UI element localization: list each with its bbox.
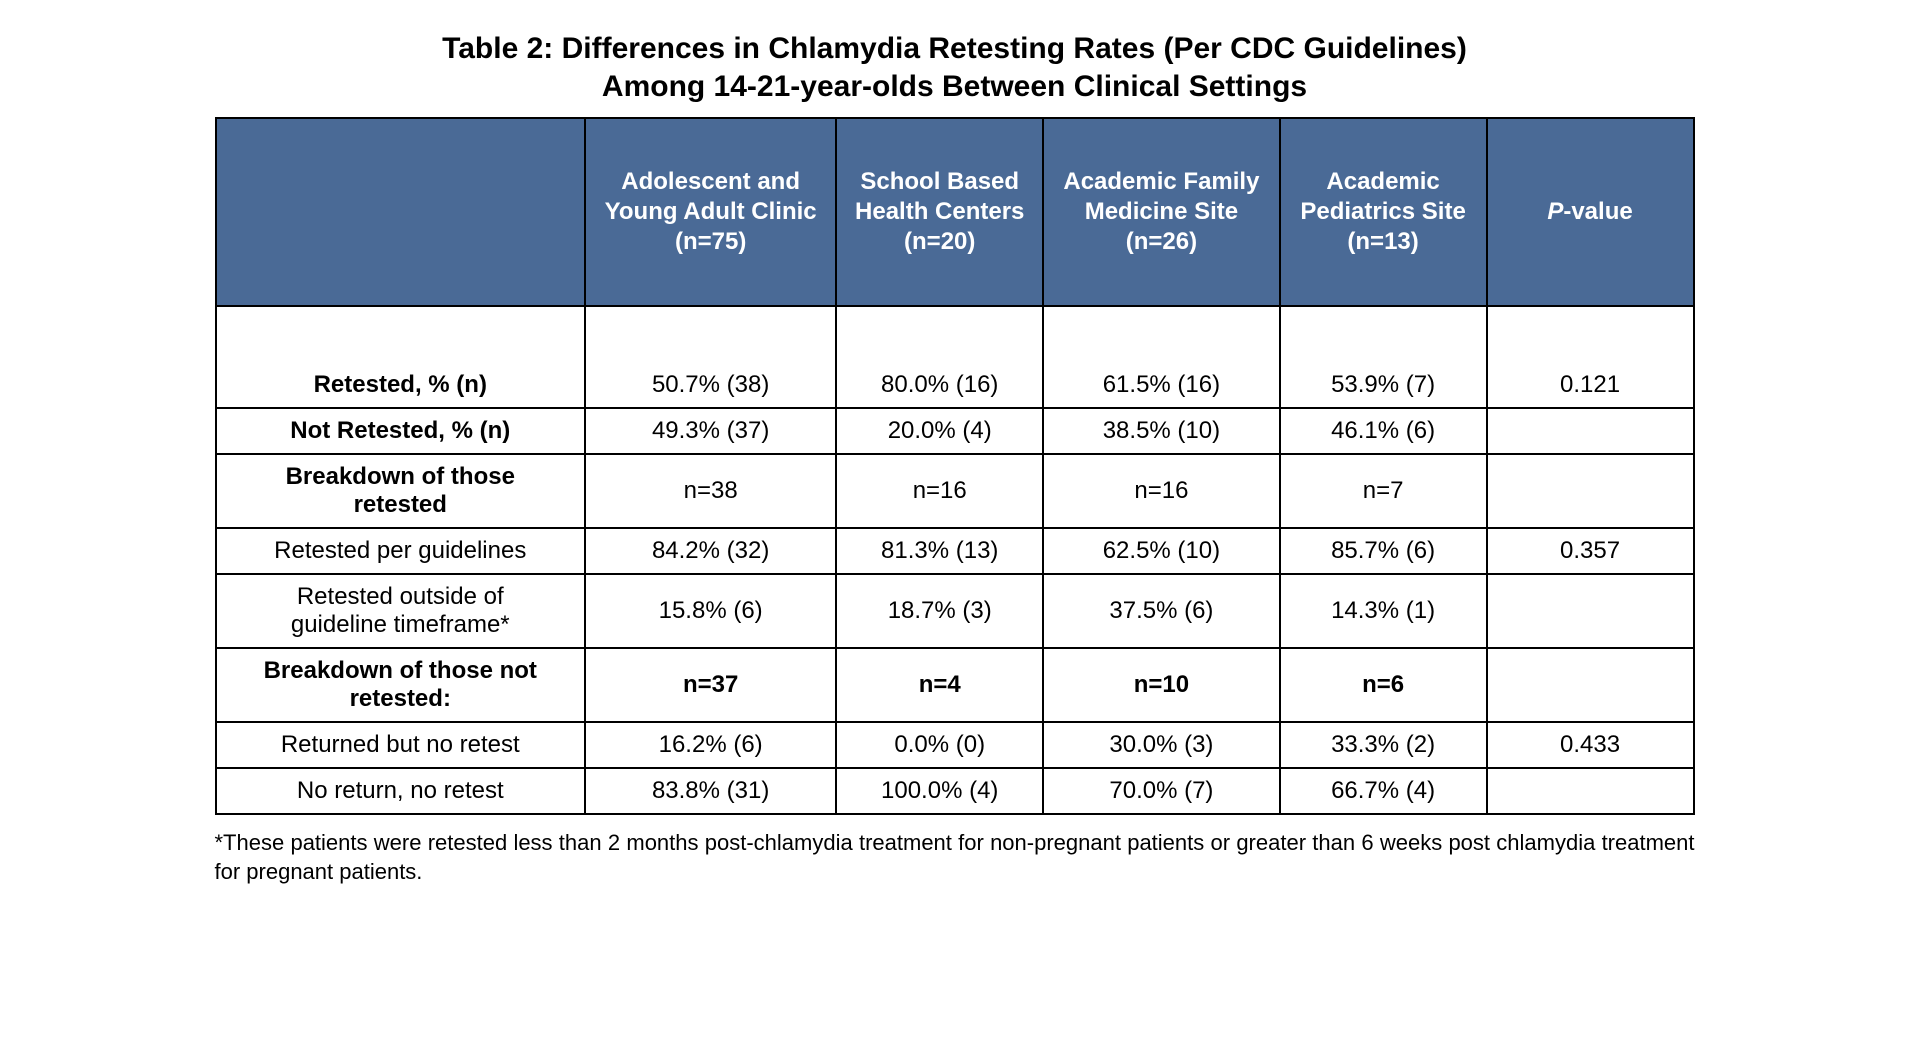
row-not-retested: Not Retested, % (n) 49.3% (37) 20.0% (4)… [216,408,1694,454]
cell-label: No return, no retest [216,768,586,814]
header-col4: Academic Pediatrics Site (n=13) [1280,118,1487,306]
row-retested: Retested, % (n) 50.7% (38) 80.0% (16) 61… [216,363,1694,408]
row-breakdown-retested: Breakdown of those retested n=38 n=16 n=… [216,454,1694,528]
cell-c2: 20.0% (4) [836,408,1043,454]
cell-p [1487,574,1694,648]
cell-c2: n=16 [836,454,1043,528]
cell-p [1487,768,1694,814]
cell-c3: 61.5% (16) [1043,363,1279,408]
cell-c2: 100.0% (4) [836,768,1043,814]
cell-c4: 14.3% (1) [1280,574,1487,648]
row-returned-no-retest: Returned but no retest 16.2% (6) 0.0% (0… [216,722,1694,768]
cell-c1: 83.8% (31) [585,768,836,814]
header-col3: Academic Family Medicine Site (n=26) [1043,118,1279,306]
row-retested-outside: Retested outside of guideline timeframe*… [216,574,1694,648]
pvalue-suffix: -value [1563,198,1632,225]
header-col2: School Based Health Centers (n=20) [836,118,1043,306]
header-pvalue: P-value [1487,118,1694,306]
cell-c3: 70.0% (7) [1043,768,1279,814]
header-col1: Adolescent and Young Adult Clinic (n=75) [585,118,836,306]
cell-c1: 16.2% (6) [585,722,836,768]
cell-c3: 38.5% (10) [1043,408,1279,454]
title-line-2: Among 14-21-year-olds Between Clinical S… [602,70,1307,103]
cell-label: Not Retested, % (n) [216,408,586,454]
row-retested-per-guidelines: Retested per guidelines 84.2% (32) 81.3%… [216,528,1694,574]
cell-p [1487,454,1694,528]
cell-c4: 85.7% (6) [1280,528,1487,574]
cell-label: Breakdown of those not retested: [216,648,586,722]
table-title: Table 2: Differences in Chlamydia Retest… [215,30,1695,105]
cell-c2: n=4 [836,648,1043,722]
cell-c4: 53.9% (7) [1280,363,1487,408]
cell-c3: n=10 [1043,648,1279,722]
cell-p: 0.433 [1487,722,1694,768]
cell-label: Returned but no retest [216,722,586,768]
cell-c1: 50.7% (38) [585,363,836,408]
cell-p: 0.121 [1487,363,1694,408]
header-blank [216,118,586,306]
cell-c4: 33.3% (2) [1280,722,1487,768]
cell-c4: n=6 [1280,648,1487,722]
cell-c3: n=16 [1043,454,1279,528]
table-footnote: *These patients were retested less than … [215,829,1695,886]
title-line-1: Table 2: Differences in Chlamydia Retest… [442,32,1467,65]
table-container: Table 2: Differences in Chlamydia Retest… [215,30,1695,886]
cell-p [1487,648,1694,722]
cell-c1: 15.8% (6) [585,574,836,648]
cell-p: 0.357 [1487,528,1694,574]
cell-c3: 37.5% (6) [1043,574,1279,648]
cell-label: Retested outside of guideline timeframe* [216,574,586,648]
cell-c3: 30.0% (3) [1043,722,1279,768]
cell-c2: 0.0% (0) [836,722,1043,768]
cell-c1: n=38 [585,454,836,528]
retesting-rates-table: Adolescent and Young Adult Clinic (n=75)… [215,117,1695,815]
cell-p [1487,408,1694,454]
header-row: Adolescent and Young Adult Clinic (n=75)… [216,118,1694,306]
pvalue-p: P [1547,198,1563,225]
cell-label: Breakdown of those retested [216,454,586,528]
cell-c1: 49.3% (37) [585,408,836,454]
cell-c2: 81.3% (13) [836,528,1043,574]
row-breakdown-not-retested: Breakdown of those not retested: n=37 n=… [216,648,1694,722]
cell-c4: n=7 [1280,454,1487,528]
cell-c4: 66.7% (4) [1280,768,1487,814]
cell-c2: 80.0% (16) [836,363,1043,408]
cell-c1: 84.2% (32) [585,528,836,574]
cell-label: Retested per guidelines [216,528,586,574]
spacer-row [216,306,1694,363]
cell-c3: 62.5% (10) [1043,528,1279,574]
cell-c2: 18.7% (3) [836,574,1043,648]
row-noreturn-noretest: No return, no retest 83.8% (31) 100.0% (… [216,768,1694,814]
cell-c4: 46.1% (6) [1280,408,1487,454]
table-body: Retested, % (n) 50.7% (38) 80.0% (16) 61… [216,306,1694,814]
cell-label: Retested, % (n) [216,363,586,408]
cell-c1: n=37 [585,648,836,722]
